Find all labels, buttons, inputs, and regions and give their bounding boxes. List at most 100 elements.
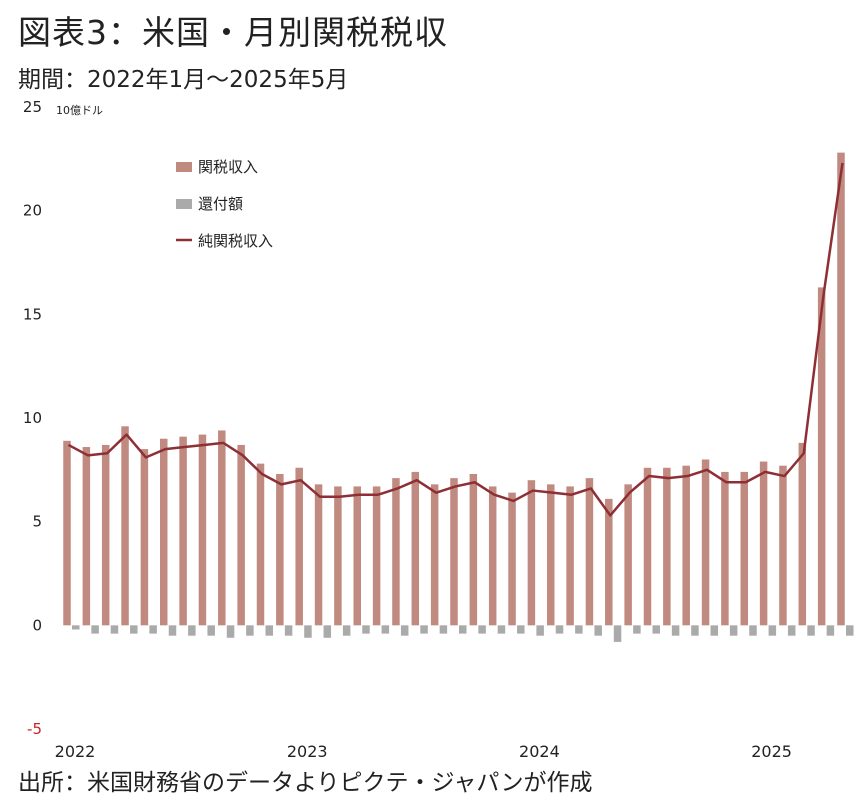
tariff-revenue-bar — [624, 484, 632, 626]
refund-bar — [555, 625, 564, 634]
x-tick-label: 2023 — [287, 742, 328, 761]
tariff-revenue-bar — [411, 471, 420, 626]
tariff-revenue-bar — [450, 478, 458, 626]
refund-bar — [710, 625, 719, 636]
tariff-revenue-bar — [566, 486, 574, 626]
tariff-revenue-bar — [759, 461, 768, 626]
legend-label-net: 純関税収入 — [198, 232, 273, 250]
refund-bar — [420, 625, 428, 634]
tariff-revenue-bar — [721, 471, 729, 626]
refund-bar — [246, 625, 254, 636]
refund-bar — [729, 625, 738, 636]
tariff-revenue-bar — [585, 478, 594, 626]
tariff-revenue-bars — [63, 152, 845, 626]
tariff-revenue-bar — [334, 486, 342, 626]
tariff-revenue-bar — [430, 484, 439, 626]
tariff-revenue-bar — [701, 459, 710, 626]
tariff-revenue-bar — [160, 438, 168, 626]
refund-bar — [787, 625, 796, 636]
refund-bars — [72, 625, 854, 642]
refund-bar — [633, 625, 641, 634]
tariff-revenue-bar — [372, 486, 381, 626]
tariff-revenue-bar — [392, 478, 400, 626]
y-tick-label: 5 — [32, 513, 42, 531]
refund-bar — [110, 625, 119, 634]
y-axis-unit-label: 10億ドル — [56, 104, 103, 117]
tariff-revenue-bar — [740, 471, 748, 626]
refund-bar — [691, 625, 699, 636]
tariff-revenue-bar — [527, 480, 536, 626]
refund-bar — [671, 625, 680, 636]
x-tick-label: 2024 — [519, 742, 560, 761]
y-tick-label: 15 — [23, 305, 42, 323]
x-axis-labels: 2022 2023 2024 2025 — [55, 742, 792, 761]
legend-swatch-refund — [176, 199, 192, 209]
tariff-revenue-bar — [779, 465, 787, 626]
refund-bar — [613, 625, 622, 642]
tariff-revenue-bar — [121, 426, 129, 626]
source-note: 出所：米国財務省のデータよりピクテ・ジャパンが作成 — [18, 770, 593, 796]
tariff-revenue-bar — [643, 467, 652, 626]
tariff-revenue-bar — [276, 473, 284, 626]
legend-label-refund: 還付額 — [198, 195, 243, 213]
refund-bar — [72, 625, 80, 630]
refund-bar — [536, 625, 544, 636]
legend-label-tariff: 関税収入 — [198, 158, 258, 176]
tariff-revenue-bar — [508, 492, 516, 626]
refund-bar — [130, 625, 138, 634]
tariff-revenue-bar — [682, 465, 690, 626]
chart-title: 図表3：米国・月別関税税収 — [18, 13, 448, 52]
refund-bar — [768, 625, 777, 636]
refund-bar — [807, 625, 815, 636]
tariff-revenue-bar — [353, 486, 361, 626]
refund-bar — [265, 625, 273, 636]
refund-bar — [594, 625, 602, 636]
tariff-revenue-bar — [605, 498, 613, 626]
tariff-revenue-bar — [817, 287, 826, 626]
refund-bar — [652, 625, 660, 634]
refund-bar — [400, 625, 409, 636]
tariff-revenue-bar — [256, 463, 265, 626]
refund-bar — [826, 625, 835, 636]
chart-legend: 関税収入 還付額 純関税収入 — [176, 158, 273, 250]
tariff-revenue-bar — [314, 484, 323, 626]
legend-swatch-tariff — [176, 162, 192, 172]
refund-bar — [362, 625, 370, 634]
tariff-revenue-bar — [295, 467, 303, 626]
refund-bar — [149, 625, 157, 634]
refund-bar — [439, 625, 448, 634]
tariff-revenue-bar — [179, 436, 187, 626]
refund-bar — [497, 625, 506, 634]
y-tick-label: 20 — [23, 202, 42, 220]
refund-bar — [478, 625, 486, 634]
net-tariff-line-path — [67, 162, 844, 517]
y-tick-label: 25 — [23, 98, 42, 116]
refund-bar — [749, 625, 757, 636]
tariff-revenue-bar — [663, 467, 671, 626]
refund-bar — [575, 625, 583, 634]
y-tick-label: 0 — [32, 616, 42, 634]
refund-bar — [342, 625, 351, 636]
refund-bar — [517, 625, 525, 634]
refund-bar — [168, 625, 177, 636]
tariff-revenue-bar — [469, 473, 478, 626]
refund-bar — [459, 625, 467, 634]
tariff-revenue-bar — [218, 430, 226, 626]
tariff-revenue-bar — [237, 444, 245, 626]
tariff-revenue-bar — [140, 449, 149, 626]
tariff-revenue-bar — [101, 444, 110, 626]
tariff-revenue-bar — [837, 152, 845, 626]
tariff-revenue-bar — [82, 447, 91, 626]
refund-bar — [284, 625, 293, 636]
refund-bar — [381, 625, 390, 634]
refund-bar — [207, 625, 215, 636]
y-axis-labels: -5 0 5 10 15 20 25 — [23, 98, 42, 738]
chart-subtitle: 期間：2022年1月～2025年5月 — [18, 67, 349, 93]
tariff-revenue-bar — [63, 440, 71, 626]
tariff-revenue-bar — [198, 434, 207, 626]
tariff-revenue-bar — [798, 442, 807, 626]
refund-bar — [226, 625, 235, 638]
refund-bar — [91, 625, 99, 634]
net-tariff-line — [67, 162, 844, 517]
